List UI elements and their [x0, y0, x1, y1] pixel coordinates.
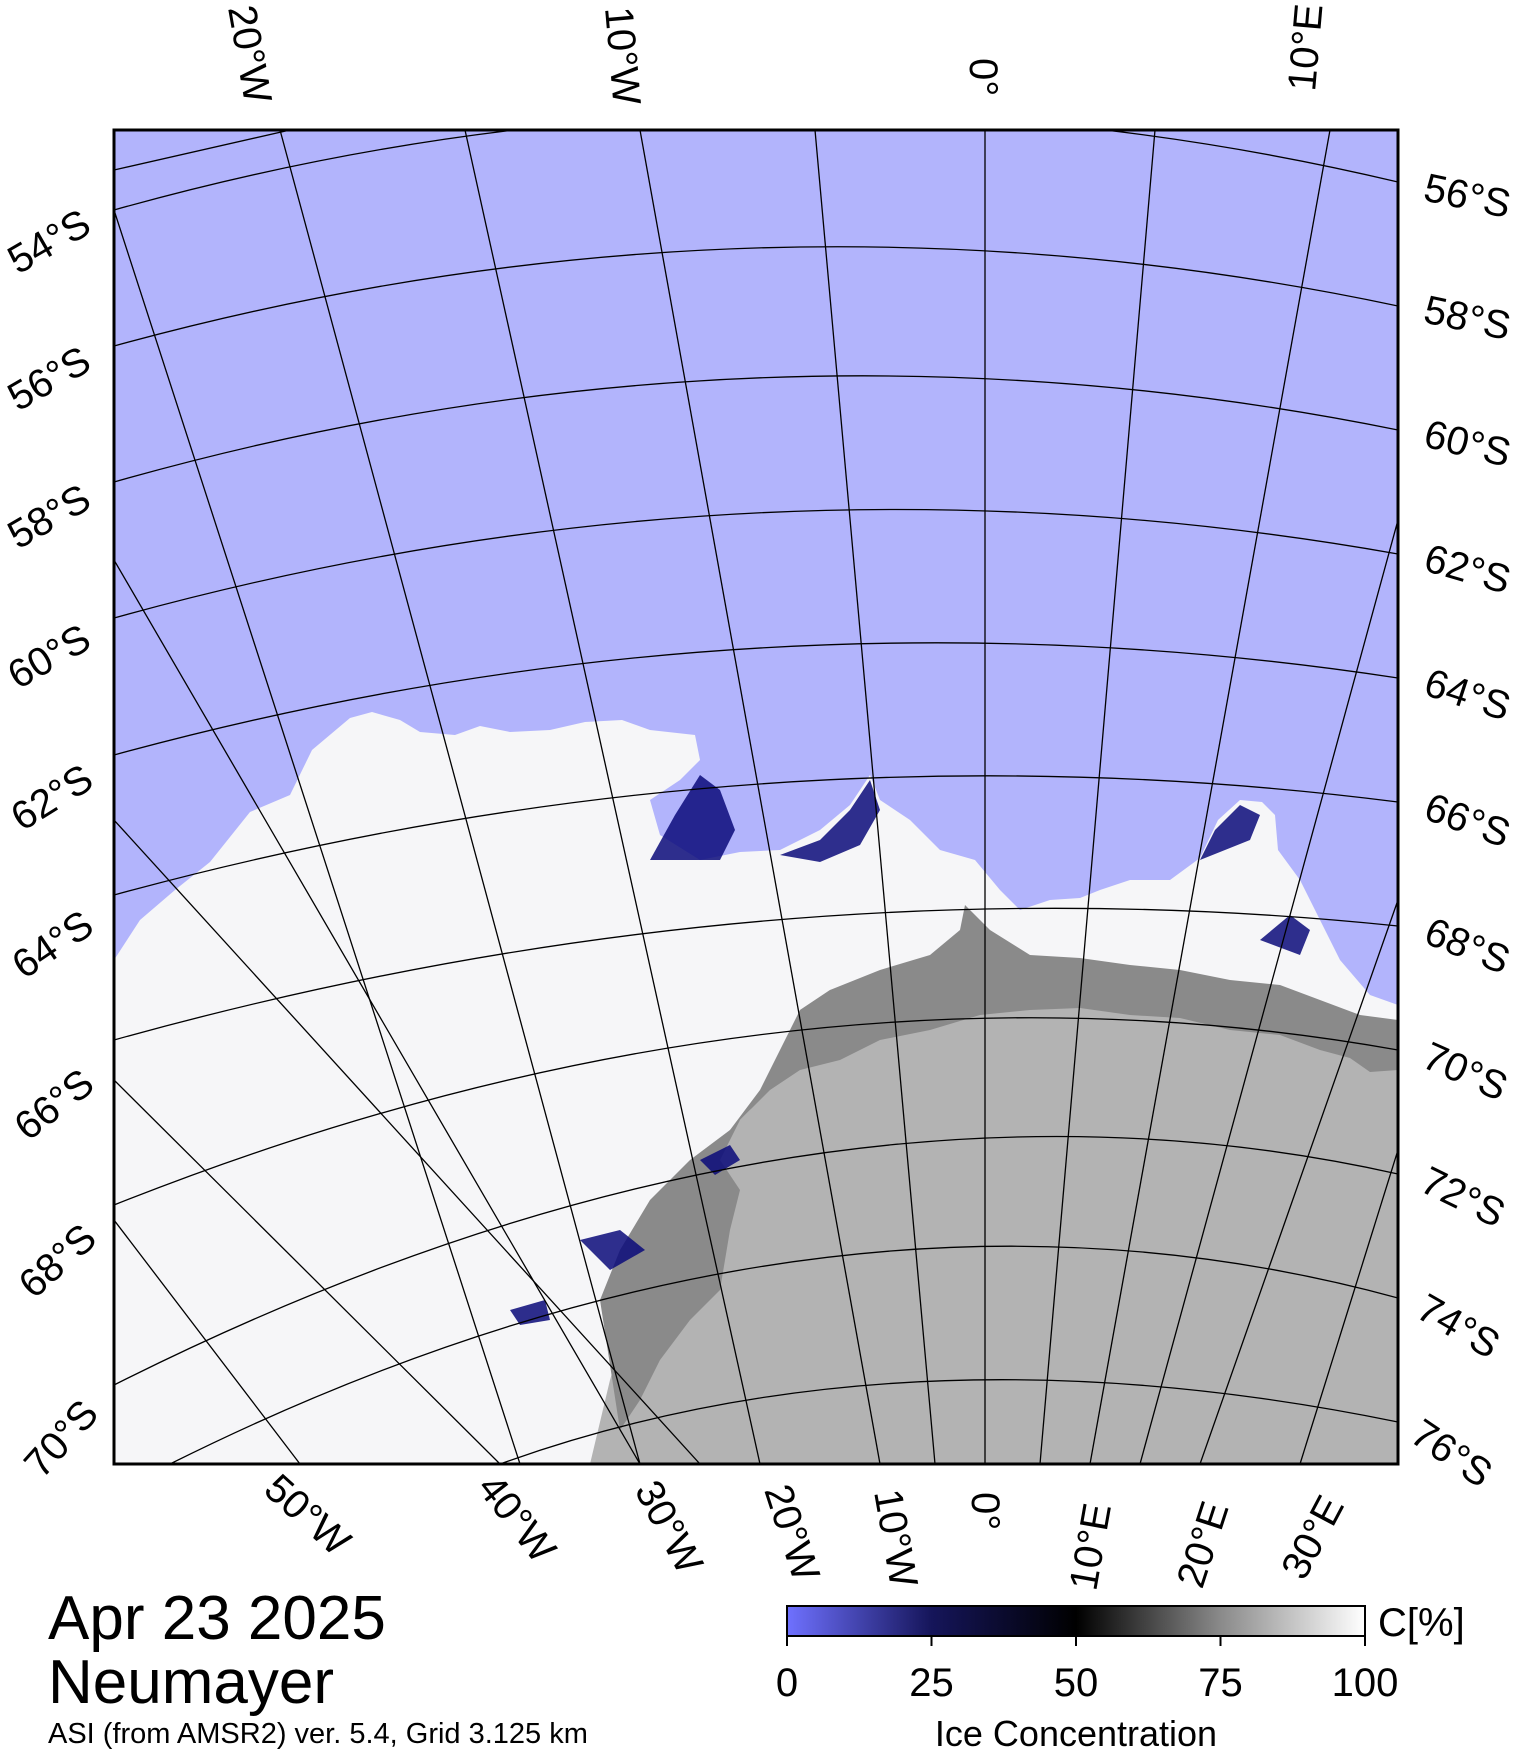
lat-label-left: 66°S — [6, 1061, 102, 1149]
ice-edge-streaks — [510, 775, 1310, 1325]
lat-label-right: 76°S — [1403, 1411, 1500, 1496]
colorbar-unit: C[%] — [1378, 1601, 1465, 1645]
lat-label-right: 56°S — [1420, 166, 1514, 227]
lat-label-right: 72°S — [1414, 1159, 1512, 1237]
colorbar-gradient — [786, 1605, 1366, 1637]
lon-label-bottom: 30°E — [1273, 1489, 1353, 1587]
lon-label-bottom: 30°W — [626, 1474, 711, 1582]
lon-label-bottom: 20°W — [755, 1479, 827, 1586]
lat-label-left: 62°S — [3, 756, 100, 840]
map-date: Apr 23 2025 — [48, 1584, 386, 1653]
lon-label-bottom: 10°E — [1062, 1500, 1120, 1593]
lon-label-bottom: 40°W — [469, 1466, 564, 1571]
lon-label-top: 10°E — [1280, 2, 1331, 93]
ice-shelf — [600, 905, 1398, 1430]
lat-label-right: 60°S — [1420, 412, 1515, 476]
colorbar-tick: 0 — [776, 1661, 798, 1705]
lat-label-right: 70°S — [1416, 1034, 1514, 1110]
lat-label-left: 58°S — [1, 476, 98, 558]
lon-label-top: 10°W — [596, 5, 648, 107]
lat-label-right: 64°S — [1419, 661, 1516, 730]
lat-label-right: 74°S — [1410, 1286, 1507, 1368]
lat-label-left: 70°S — [16, 1392, 107, 1486]
lat-label-left: 68°S — [11, 1216, 105, 1307]
lat-labels-left: 54°S 56°S 58°S 60°S 62°S 64°S 66°S 68°S … — [1, 201, 108, 1486]
lat-label-right: 58°S — [1420, 288, 1514, 349]
lat-label-right: 66°S — [1419, 785, 1516, 856]
lon-label-top: 20°W — [219, 2, 279, 107]
antarctica-land — [590, 960, 1398, 1464]
lat-label-right: 68°S — [1419, 910, 1516, 983]
colorbar-tick: 75 — [1198, 1661, 1243, 1705]
lat-label-right: 62°S — [1420, 536, 1516, 602]
colorbar-label: Ice Concentration — [935, 1713, 1217, 1754]
colorbar-tick: 50 — [1054, 1661, 1099, 1705]
lon-label-bottom: 20°E — [1169, 1496, 1238, 1593]
map-frame — [112, 128, 1400, 1466]
lon-label-bottom: 0° — [963, 1492, 1007, 1530]
station-name: Neumayer — [48, 1648, 334, 1717]
graticule — [114, 130, 1398, 1464]
lon-labels-top: 20°W 10°W 0° 10°E — [219, 2, 1331, 107]
lat-label-left: 60°S — [1, 616, 98, 698]
colorbar-tick: 25 — [909, 1661, 954, 1705]
product-description: ASI (from AMSR2) ver. 5.4, Grid 3.125 km — [48, 1718, 588, 1750]
lat-label-left: 56°S — [1, 338, 98, 420]
lat-label-left: 54°S — [1, 201, 98, 283]
lon-label-bottom: 10°W — [865, 1486, 925, 1591]
lon-label-top: 0° — [961, 58, 1005, 96]
lat-labels-right: 56°S 58°S 60°S 62°S 64°S 66°S 68°S 70°S … — [1403, 166, 1516, 1496]
colorbar-tick: 100 — [1332, 1661, 1399, 1705]
lon-label-bottom: 50°W — [256, 1466, 359, 1565]
lat-label-left: 64°S — [4, 902, 101, 987]
colorbar: C[%] 0 25 50 75 100 Ice Concentration — [776, 1601, 1465, 1754]
lon-labels-bottom: 50°W 40°W 30°W 20°W 10°W 0° 10°E 20°E 30… — [256, 1466, 1353, 1594]
